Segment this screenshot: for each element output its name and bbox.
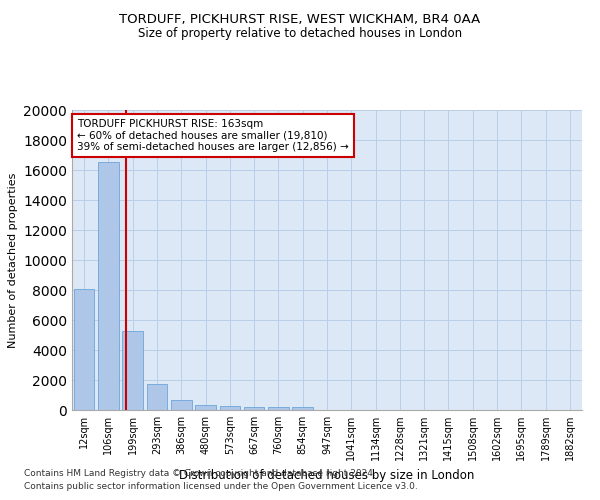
Bar [74,288,94,410]
Bar [244,406,265,410]
Text: Contains public sector information licensed under the Open Government Licence v3: Contains public sector information licen… [24,482,418,491]
Bar [268,407,289,410]
Bar [195,405,216,410]
Text: Contains HM Land Registry data © Crown copyright and database right 2024.: Contains HM Land Registry data © Crown c… [24,468,376,477]
Bar [171,400,191,410]
Y-axis label: Number of detached properties: Number of detached properties [8,172,17,348]
Text: Size of property relative to detached houses in London: Size of property relative to detached ho… [138,28,462,40]
Bar [292,408,313,410]
Bar [122,330,143,410]
Bar [98,162,119,410]
Bar [146,384,167,410]
Text: TORDUFF PICKHURST RISE: 163sqm
← 60% of detached houses are smaller (19,810)
39%: TORDUFF PICKHURST RISE: 163sqm ← 60% of … [77,119,349,152]
Bar [220,406,240,410]
X-axis label: Distribution of detached houses by size in London: Distribution of detached houses by size … [179,468,475,481]
Text: TORDUFF, PICKHURST RISE, WEST WICKHAM, BR4 0AA: TORDUFF, PICKHURST RISE, WEST WICKHAM, B… [119,12,481,26]
